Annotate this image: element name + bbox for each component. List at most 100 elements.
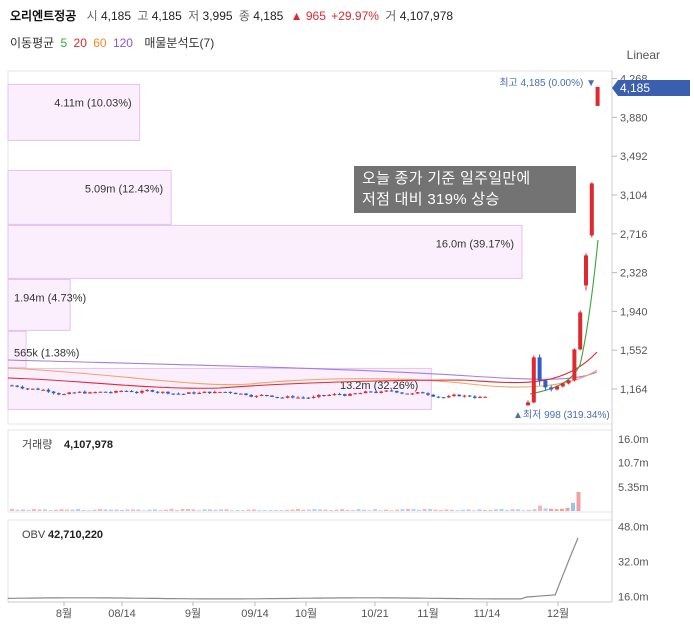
volume-bar	[164, 509, 168, 511]
candle-body	[421, 392, 425, 394]
candle-body	[526, 402, 530, 406]
volume-bar	[252, 509, 256, 511]
ma-120[interactable]: 120	[112, 36, 133, 50]
ma-60[interactable]: 60	[93, 36, 107, 50]
volume-bar	[70, 509, 75, 511]
annotation-line-2: 저점 대비 319% 상승	[362, 191, 500, 208]
candle-body	[410, 393, 415, 395]
candle-body	[389, 390, 394, 392]
volume-bar	[263, 510, 267, 511]
volume-bar	[494, 509, 498, 511]
candle-body	[265, 394, 269, 396]
volume-bar	[257, 510, 262, 511]
candle-body	[555, 386, 559, 390]
volume-bar	[340, 509, 344, 511]
candle-body	[171, 393, 175, 395]
ma-20[interactable]: 20	[73, 36, 87, 50]
volume-bar	[246, 509, 251, 511]
candle-body	[114, 390, 118, 393]
volume-bar	[323, 509, 328, 511]
volume-tick-label: 16.0m	[618, 434, 649, 446]
candle-body	[51, 391, 56, 394]
candle-body	[46, 389, 51, 392]
volume-bar	[48, 510, 53, 511]
volume-bar	[147, 509, 152, 511]
ma-5[interactable]: 5	[60, 36, 68, 50]
volume-profile-toggle[interactable]: 매물분석도(7)	[144, 36, 215, 50]
volume-panel-value: 4,107,978	[64, 439, 113, 451]
ma-60-line	[7, 367, 598, 388]
scale-selector[interactable]: Linear	[626, 48, 660, 62]
moving-average-bar[interactable]: 이동평균 5 20 60 120 매물분석도(7)	[10, 34, 217, 51]
candle-body	[395, 390, 399, 393]
close-label: 종	[238, 9, 250, 23]
volume-bar	[65, 509, 69, 511]
candle-body	[119, 390, 123, 392]
candle-body	[239, 393, 243, 395]
candle-body	[358, 393, 363, 395]
x-tick-label: 9월	[185, 607, 201, 620]
volume-bar	[98, 509, 102, 511]
candle-body	[280, 397, 285, 399]
candle-body	[166, 391, 170, 394]
chart-annotation: 오늘 종가 기준 일주일만에 저점 대비 319% 상승	[354, 166, 576, 213]
candle-body	[135, 391, 139, 393]
candle-body	[129, 391, 134, 393]
volume-bar	[510, 509, 515, 511]
candle-body	[285, 396, 290, 398]
volume-bar	[351, 510, 355, 511]
volume-bar	[153, 509, 157, 511]
candle-body	[72, 392, 77, 394]
candle-body	[384, 390, 389, 392]
volume-profile-label: 5.09m (12.43%)	[85, 183, 163, 195]
candle-body	[187, 392, 191, 394]
volume-label: 거	[385, 9, 397, 23]
candle-body	[150, 390, 155, 392]
volume-bar	[54, 509, 58, 511]
candle-body	[348, 393, 352, 396]
volume-bar	[334, 509, 339, 511]
candle-body	[145, 390, 149, 392]
candle-body	[405, 393, 409, 395]
volume-bar	[483, 509, 487, 511]
candle-body	[124, 390, 129, 392]
candle-body	[400, 392, 404, 394]
volume-bar	[312, 509, 317, 511]
volume-bar	[175, 510, 179, 511]
candle-body	[270, 395, 274, 397]
stock-header: 오리엔트정공 시 4,185 고 4,185 저 3,995 종 4,185 ▲…	[10, 7, 453, 24]
volume-bar	[169, 508, 174, 511]
candle-body	[62, 394, 66, 396]
volume-bar	[400, 509, 405, 511]
price-tick-label: 1,164	[620, 384, 648, 396]
volume-bar	[461, 509, 465, 511]
volume-profile-bar	[7, 83, 141, 141]
candle-body	[228, 391, 233, 393]
volume-bar	[43, 509, 47, 511]
volume-bar	[274, 510, 278, 511]
candle-body	[322, 395, 326, 397]
candle-body	[88, 392, 92, 394]
obv-tick-label: 16.0m	[618, 592, 649, 604]
volume-bar	[180, 508, 185, 511]
candle-body	[218, 391, 222, 393]
volume-bar	[81, 509, 86, 511]
volume-bar	[103, 509, 108, 511]
volume-bar	[230, 510, 234, 511]
obv-panel-value: 42,710,220	[48, 529, 103, 541]
candle-body	[67, 392, 71, 395]
volume-bar	[26, 510, 31, 511]
stock-name: 오리엔트정공	[10, 9, 77, 23]
volume-bar	[296, 508, 300, 511]
candle-body	[275, 396, 279, 398]
candle-body	[83, 391, 87, 394]
volume-profile-bar	[7, 224, 523, 279]
volume-bar	[477, 509, 482, 511]
obv-tick-label: 48.0m	[618, 521, 649, 533]
volume-bar	[307, 509, 311, 511]
volume-bar	[301, 509, 306, 511]
volume-bar	[120, 509, 124, 511]
volume-bar	[87, 510, 91, 511]
volume-profile-bar	[7, 278, 71, 331]
